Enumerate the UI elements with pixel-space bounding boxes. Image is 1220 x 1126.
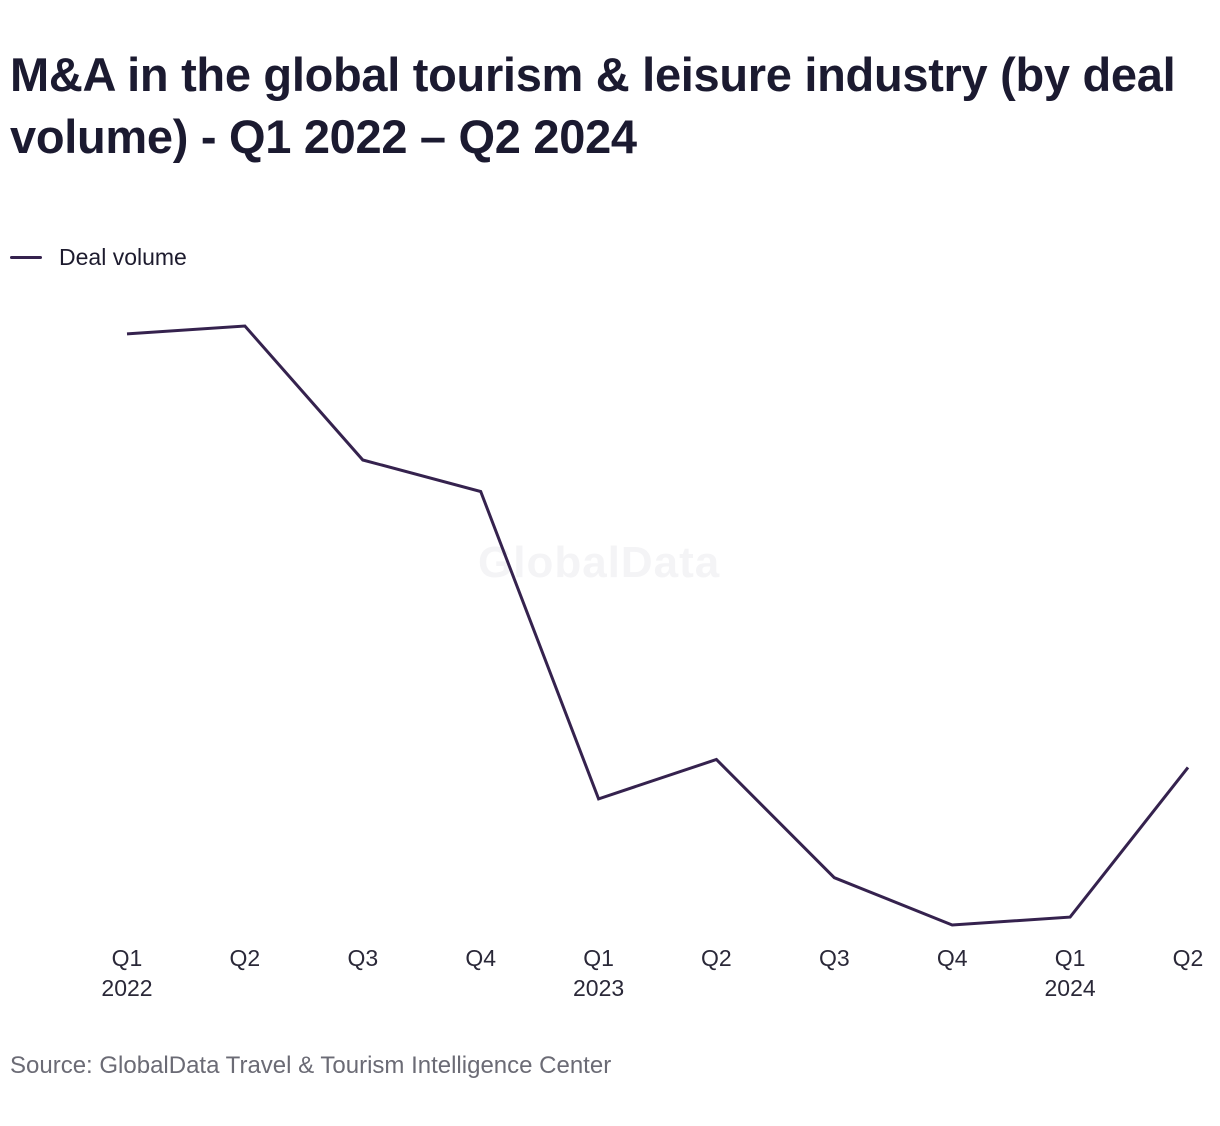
x-tick-quarter-label: Q1 xyxy=(583,945,614,971)
x-tick-6: Q3 xyxy=(819,945,850,971)
x-tick-9: Q2 xyxy=(1173,945,1204,971)
x-tick-year-label: 2022 xyxy=(101,975,152,1001)
x-tick-year-label: 2023 xyxy=(573,975,624,1001)
x-tick-quarter-label: Q4 xyxy=(465,945,496,971)
x-tick-4: Q1 2023 xyxy=(573,945,624,1001)
x-tick-1: Q2 xyxy=(230,945,261,971)
x-tick-quarter-label: Q2 xyxy=(1173,945,1204,971)
x-tick-5: Q2 xyxy=(701,945,732,971)
series-line-0 xyxy=(126,324,1190,927)
x-tick-quarter-label: Q3 xyxy=(347,945,378,971)
x-tick-quarter-label: Q2 xyxy=(701,945,732,971)
legend: Deal volume xyxy=(10,242,187,272)
watermark: GlobalData xyxy=(478,538,721,587)
x-tick-quarter-label: Q1 xyxy=(112,945,143,971)
x-tick-year-label: 2024 xyxy=(1045,975,1096,1001)
x-tick-7: Q4 xyxy=(937,945,968,971)
legend-swatch xyxy=(10,255,42,259)
x-tick-3: Q4 xyxy=(465,945,496,971)
x-tick-quarter-label: Q4 xyxy=(937,945,968,971)
chart-title: M&A in the global tourism & leisure indu… xyxy=(10,48,1176,163)
legend-label-deal-volume: Deal volume xyxy=(59,243,187,270)
x-tick-quarter-label: Q3 xyxy=(819,945,850,971)
x-tick-0: Q1 2022 xyxy=(101,945,152,1001)
x-tick-quarter-label: Q2 xyxy=(230,945,261,971)
x-tick-2: Q3 xyxy=(347,945,378,971)
source-note: Source: GlobalData Travel & Tourism Inte… xyxy=(10,1052,612,1079)
x-tick-8: Q1 2024 xyxy=(1045,945,1096,1001)
x-tick-quarter-label: Q1 xyxy=(1055,945,1086,971)
